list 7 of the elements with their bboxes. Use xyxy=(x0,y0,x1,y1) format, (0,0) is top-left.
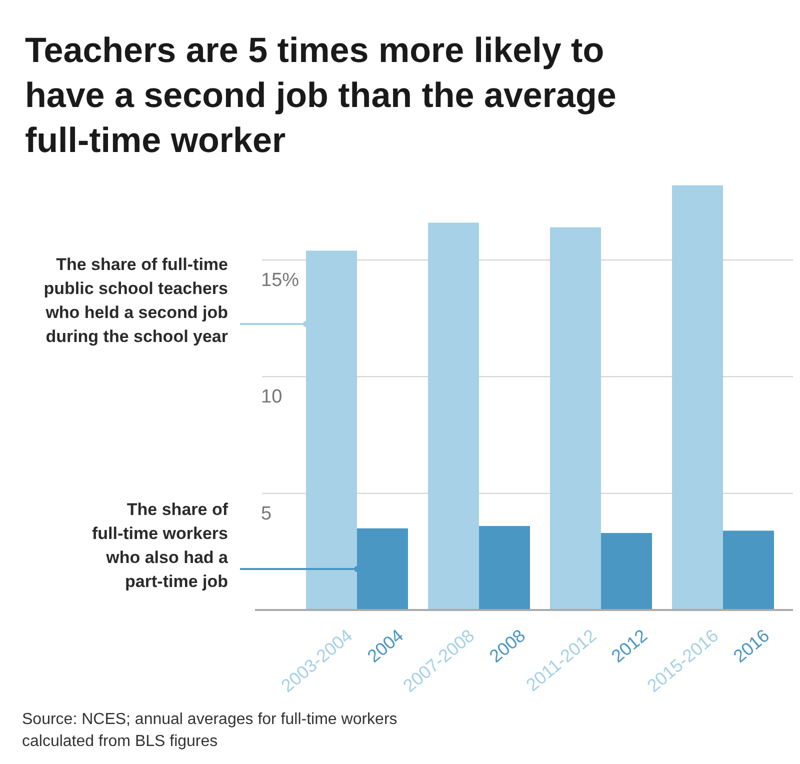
y-tick-label: 15% xyxy=(261,270,300,291)
source-note: Source: NCES; annual averages for full-time workers calculated from BLS figures xyxy=(22,711,398,750)
chart-title: Teachers are 5 times more likely to have a second job than the average full-time worker xyxy=(25,31,616,160)
y-tick-label: 5 xyxy=(261,503,272,524)
text: The share of full-time public school teachers who held a second job during the school year xyxy=(44,255,228,346)
text: The share of full-time workers who also had a part-time job xyxy=(92,500,229,591)
y-tick-label: 10 xyxy=(261,386,282,408)
